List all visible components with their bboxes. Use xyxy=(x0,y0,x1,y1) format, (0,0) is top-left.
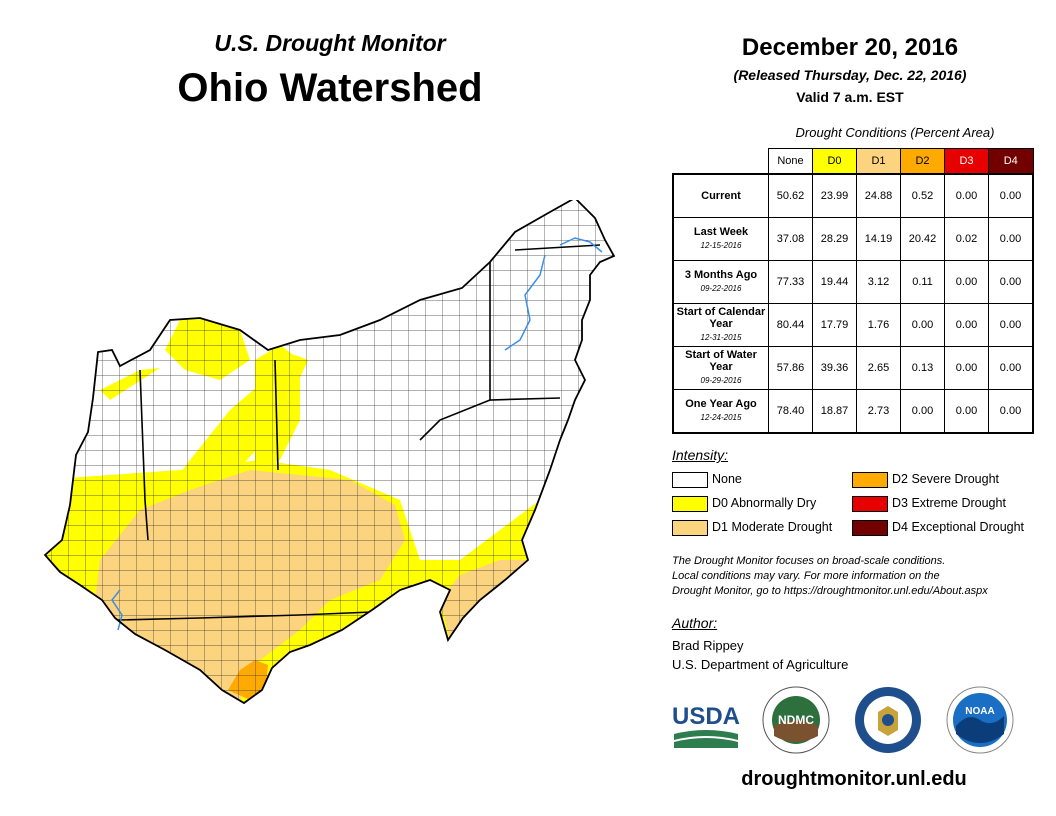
table-row: Start of Calendar Year 12-31-2015 80.44 1… xyxy=(672,303,1034,347)
cell: 0.00 xyxy=(988,303,1034,347)
cell: 80.44 xyxy=(768,303,813,347)
cell: 18.87 xyxy=(812,389,857,434)
cell: 3.12 xyxy=(856,260,901,304)
legend-label-d3: D3 Extreme Drought xyxy=(892,496,1006,510)
usda-logo-icon: USDA xyxy=(672,703,740,748)
cell: 0.00 xyxy=(988,217,1034,261)
row-label: Start of Water Year 09-29-2016 xyxy=(672,346,769,390)
ndmc-logo-text: NDMC xyxy=(778,713,814,727)
table-row: 3 Months Ago 09-22-2016 77.33 19.44 3.12 … xyxy=(672,260,1034,304)
author-heading: Author: xyxy=(672,615,718,631)
noaa-logo-text: NOAA xyxy=(965,706,994,717)
cell: 0.00 xyxy=(944,173,989,218)
cell: 0.02 xyxy=(944,217,989,261)
cell: 50.62 xyxy=(768,173,813,218)
map-title: Ohio Watershed xyxy=(177,66,483,110)
row-label: One Year Ago 12-24-2015 xyxy=(672,389,769,434)
cell: 2.73 xyxy=(856,389,901,434)
table-row: Last Week 12-15-2016 37.08 28.29 14.19 20… xyxy=(672,217,1034,261)
drought-map xyxy=(44,200,615,704)
cell: 77.33 xyxy=(768,260,813,304)
note-line: The Drought Monitor focuses on broad-sca… xyxy=(672,555,946,567)
note-line: Local conditions may vary. For more info… xyxy=(672,570,940,582)
cell: 0.52 xyxy=(900,173,945,218)
cell: 57.86 xyxy=(768,346,813,390)
row-label: 3 Months Ago 09-22-2016 xyxy=(672,260,769,304)
cell: 24.88 xyxy=(856,173,901,218)
col-d3: D3 xyxy=(944,148,989,175)
cell: 20.42 xyxy=(900,217,945,261)
cell: 14.19 xyxy=(856,217,901,261)
cell: 23.99 xyxy=(812,173,857,218)
cell: 0.13 xyxy=(900,346,945,390)
cell: 0.00 xyxy=(988,173,1034,218)
legend-title: Intensity: xyxy=(672,447,729,463)
col-none: None xyxy=(768,148,813,175)
cell: 37.08 xyxy=(768,217,813,261)
release-date: (Released Thursday, Dec. 22, 2016) xyxy=(733,67,967,83)
usda-logo-text: USDA xyxy=(672,703,740,730)
cell: 0.00 xyxy=(988,260,1034,304)
table-row: One Year Ago 12-24-2015 78.40 18.87 2.73 … xyxy=(672,389,1034,434)
table-corner xyxy=(673,149,769,175)
legend-label-d0: D0 Abnormally Dry xyxy=(712,496,817,510)
cell: 17.79 xyxy=(812,303,857,347)
table-row: Current 50.62 23.99 24.88 0.52 0.00 0.00 xyxy=(672,173,1034,218)
website-link[interactable]: droughtmonitor.unl.edu xyxy=(741,768,967,790)
table-title: Drought Conditions (Percent Area) xyxy=(795,125,995,140)
legend-swatch-d4 xyxy=(852,520,888,536)
legend-swatch-d3 xyxy=(852,496,888,512)
cell: 0.00 xyxy=(944,346,989,390)
valid-time: Valid 7 a.m. EST xyxy=(796,89,904,105)
legend-swatch-d1 xyxy=(672,520,708,536)
cell: 28.29 xyxy=(812,217,857,261)
cell: 0.11 xyxy=(900,260,945,304)
commerce-seal-icon xyxy=(855,687,921,753)
cell: 0.00 xyxy=(944,303,989,347)
legend-label-none: None xyxy=(712,472,742,486)
disclaimer-note: The Drought Monitor focuses on broad-sca… xyxy=(672,554,1042,599)
legend-swatch-none xyxy=(672,472,708,488)
cell: 0.00 xyxy=(944,389,989,434)
ndmc-logo-icon: NDMC xyxy=(762,686,830,754)
cell: 0.00 xyxy=(900,303,945,347)
cell: 78.40 xyxy=(768,389,813,434)
cell: 39.36 xyxy=(812,346,857,390)
legend-label-d4: D4 Exceptional Drought xyxy=(892,520,1025,534)
cell: 0.00 xyxy=(988,389,1034,434)
legend-swatch-d2 xyxy=(852,472,888,488)
legend-label-d2: D2 Severe Drought xyxy=(892,472,1000,486)
col-d4: D4 xyxy=(988,148,1034,175)
cell: 0.00 xyxy=(944,260,989,304)
author-org: U.S. Department of Agriculture xyxy=(672,657,849,672)
legend-label-d1: D1 Moderate Drought xyxy=(712,520,833,534)
cell: 2.65 xyxy=(856,346,901,390)
row-label: Start of Calendar Year 12-31-2015 xyxy=(672,303,769,347)
cell: 0.00 xyxy=(988,346,1034,390)
col-d1: D1 xyxy=(856,148,901,175)
map-subtitle: U.S. Drought Monitor xyxy=(214,30,446,56)
row-label: Last Week 12-15-2016 xyxy=(672,217,769,261)
col-d2: D2 xyxy=(900,148,945,175)
noaa-logo-icon: NOAA xyxy=(946,686,1014,754)
note-line: Drought Monitor, go to https://droughtmo… xyxy=(672,585,988,597)
cell: 1.76 xyxy=(856,303,901,347)
author-name: Brad Rippey xyxy=(672,638,744,653)
cell: 19.44 xyxy=(812,260,857,304)
col-d0: D0 xyxy=(812,148,857,175)
legend-swatch-d0 xyxy=(672,496,708,512)
drought-conditions-table: None D0 D1 D2 D3 D4 Current 50.62 23.99 … xyxy=(672,148,1034,434)
row-label: Current xyxy=(672,173,769,218)
cell: 0.00 xyxy=(900,389,945,434)
table-row: Start of Water Year 09-29-2016 57.86 39.3… xyxy=(672,346,1034,390)
map-date: December 20, 2016 xyxy=(741,34,959,61)
